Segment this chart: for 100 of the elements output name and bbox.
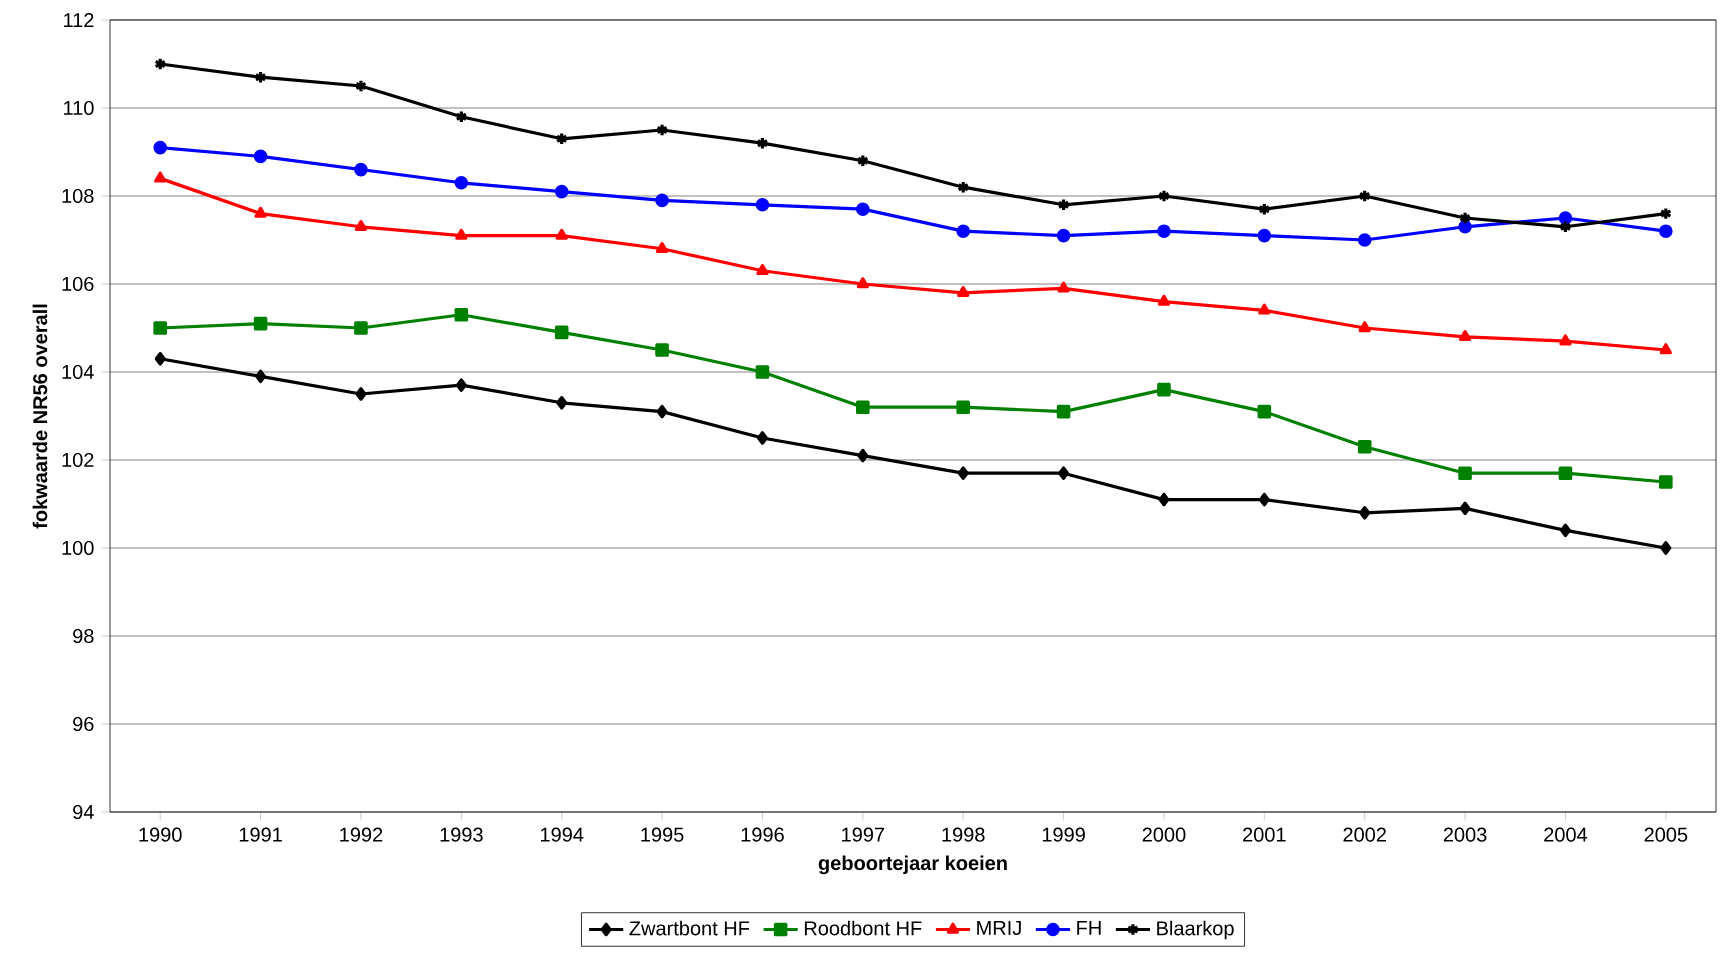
point — [1558, 466, 1573, 480]
legend-label: Roodbont HF — [804, 920, 922, 936]
point — [756, 431, 768, 445]
point — [1459, 501, 1471, 516]
x-tick-label: 1995 — [641, 827, 684, 842]
point — [956, 224, 970, 238]
point — [454, 175, 469, 190]
x-tick-label: 1993 — [440, 827, 483, 842]
point — [1357, 439, 1372, 454]
point — [556, 395, 568, 410]
y-tick-label: 102 — [62, 452, 94, 468]
point — [255, 369, 267, 384]
point — [354, 219, 368, 231]
point — [355, 387, 367, 401]
point — [1458, 219, 1472, 234]
x-axis-title: geboortejaar koeien — [818, 855, 1007, 875]
y-tick-label: 94 — [73, 804, 94, 820]
point — [1056, 404, 1071, 419]
x-tick-label: 1997 — [842, 827, 885, 842]
point — [856, 277, 869, 289]
y-tick-label: 112 — [64, 13, 94, 27]
point — [1559, 523, 1571, 538]
x-tick-label: 1994 — [540, 827, 584, 842]
point — [1157, 224, 1171, 238]
y-tick-label: 108 — [62, 188, 94, 204]
point — [455, 109, 468, 124]
point — [1659, 475, 1673, 489]
point — [153, 140, 167, 155]
point — [554, 184, 569, 199]
point — [1357, 233, 1372, 247]
point — [1559, 334, 1572, 346]
point — [856, 153, 869, 168]
point — [1659, 224, 1673, 238]
point — [957, 285, 970, 297]
point — [1258, 492, 1270, 507]
point — [1458, 211, 1472, 225]
x-tick-label: 2004 — [1544, 827, 1588, 842]
point — [655, 193, 669, 208]
point — [656, 404, 668, 419]
legend-label: Zwartbont HF — [629, 920, 750, 936]
point — [154, 171, 167, 183]
point — [254, 70, 267, 84]
point — [655, 241, 669, 253]
legend-label: Blaarkop — [1157, 920, 1234, 940]
y-tick-label: 104 — [62, 364, 94, 380]
point — [755, 197, 770, 212]
point — [957, 466, 969, 480]
x-tick-label: 2001 — [1243, 827, 1286, 842]
point — [1358, 321, 1371, 333]
point — [1257, 404, 1272, 419]
point — [956, 400, 970, 414]
point — [253, 149, 268, 164]
x-tick-label: 2003 — [1443, 827, 1487, 842]
x-tick-label: 1996 — [741, 827, 784, 842]
point — [1056, 228, 1071, 243]
point — [1157, 382, 1171, 397]
point — [253, 316, 268, 331]
y-tick-label: 110 — [64, 100, 94, 116]
x-tick-label: 2000 — [1142, 827, 1186, 842]
point — [555, 228, 568, 240]
x-tick-label: 1990 — [139, 827, 182, 842]
point — [1358, 189, 1371, 203]
point — [1559, 219, 1572, 234]
point — [153, 321, 167, 335]
point — [554, 325, 569, 340]
point — [1257, 228, 1272, 243]
point — [1558, 211, 1573, 225]
point — [1057, 281, 1070, 293]
point — [455, 228, 468, 240]
point — [1359, 505, 1371, 520]
point — [555, 131, 568, 146]
point — [1158, 492, 1170, 507]
point — [1458, 329, 1472, 341]
point — [254, 206, 267, 218]
point — [655, 343, 669, 357]
point — [856, 202, 870, 216]
point — [856, 400, 870, 414]
point — [1659, 343, 1672, 355]
x-tick-label: 1992 — [340, 827, 383, 842]
y-tick-label: 98 — [73, 628, 94, 644]
y-axis-title: fokwaarde NR56 overall — [32, 304, 48, 529]
point — [354, 162, 368, 177]
point — [655, 123, 669, 137]
point — [154, 351, 166, 366]
point — [454, 307, 469, 322]
point — [857, 448, 869, 463]
x-tick-label: 2002 — [1343, 827, 1386, 842]
y-tick-label: 100 — [62, 540, 94, 556]
point — [1157, 294, 1171, 306]
point — [354, 79, 368, 93]
point — [455, 378, 467, 392]
point — [1058, 466, 1070, 480]
point — [354, 321, 368, 335]
point — [1157, 189, 1171, 203]
x-tick-label: 2005 — [1644, 827, 1688, 842]
point — [154, 57, 167, 71]
point — [756, 263, 769, 275]
x-tick-label: 1998 — [942, 827, 985, 842]
point — [1458, 466, 1472, 480]
y-tick-label: 96 — [73, 716, 94, 732]
